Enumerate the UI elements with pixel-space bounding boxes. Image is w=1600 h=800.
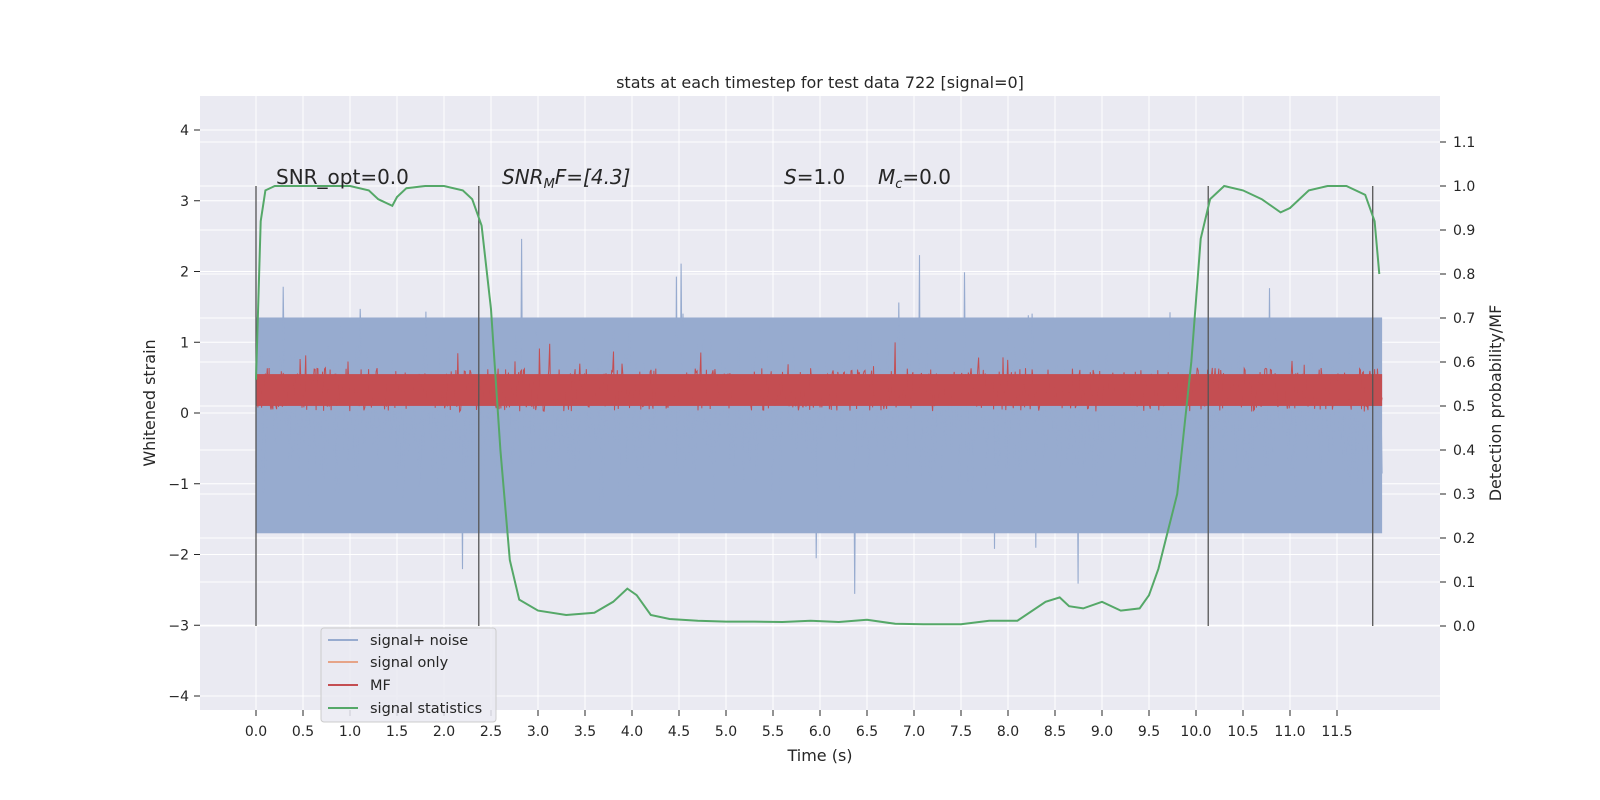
x-tick-label: 7.0 <box>903 724 925 740</box>
y2-axis: 1.1 1.0 0.9 0.8 0.7 0.6 0.5 0.4 0.3 0.2 0.1 0.0 <box>1440 135 1475 635</box>
legend-label-mf: MF <box>370 678 391 694</box>
y2-tick-label: 0.5 <box>1453 399 1475 415</box>
y2-tick-label: 0.9 <box>1453 223 1475 239</box>
y-tick-label: −3 <box>168 618 189 634</box>
x-tick-label: 11.5 <box>1321 724 1352 740</box>
x-tick-label: 8.0 <box>997 724 1019 740</box>
y2-tick-label: 0.4 <box>1453 443 1475 459</box>
y-tick-label: −1 <box>168 477 189 493</box>
x-tick-label: 3.5 <box>574 724 596 740</box>
y-tick-label: 4 <box>180 123 189 139</box>
x-tick-label: 5.0 <box>715 724 737 740</box>
y2-tick-label: 0.3 <box>1453 487 1475 503</box>
x-tick-label: 2.5 <box>480 724 502 740</box>
y2-axis-label: Detection probability/MF <box>1486 305 1505 502</box>
x-tick-label: 3.0 <box>527 724 549 740</box>
x-tick-label: 9.5 <box>1138 724 1160 740</box>
x-tick-label: 2.0 <box>433 724 455 740</box>
y-axis-label: Whitened strain <box>140 339 159 466</box>
y2-tick-label: 0.8 <box>1453 267 1475 283</box>
legend-label-signal-only: signal only <box>370 655 449 671</box>
y-axis: 4 3 2 1 0 −1 −2 −3 −4 <box>168 123 200 705</box>
y-tick-label: 2 <box>180 265 189 281</box>
x-tick-label: 0.0 <box>245 724 267 740</box>
x-tick-label: 10.0 <box>1180 724 1211 740</box>
chart-title: stats at each timestep for test data 722… <box>616 73 1024 92</box>
y-tick-label: 3 <box>180 194 189 210</box>
annotation-snr-mf: SNRMF=[4.3] <box>502 165 630 192</box>
x-tick-label: 9.0 <box>1091 724 1113 740</box>
x-tick-label: 6.0 <box>809 724 831 740</box>
y-tick-label: −2 <box>168 548 189 564</box>
x-tick-label: 7.5 <box>950 724 972 740</box>
y2-tick-label: 0.2 <box>1453 531 1475 547</box>
legend-label-signal-noise: signal+ noise <box>370 633 468 649</box>
x-tick-label: 11.0 <box>1274 724 1305 740</box>
annotation-mc: Mc=0.0 <box>878 165 951 192</box>
x-axis-label: Time (s) <box>786 746 852 765</box>
y-tick-label: 1 <box>180 335 189 351</box>
x-axis: 0.0 0.5 1.0 1.5 2.0 2.5 3.0 3.5 4.0 4.5 5.0 5.5 6.0 6… <box>245 710 1353 740</box>
y2-tick-label: 1.0 <box>1453 179 1475 195</box>
y-tick-label: 0 <box>180 406 189 422</box>
x-tick-label: 8.5 <box>1044 724 1066 740</box>
y2-tick-label: 0.6 <box>1453 355 1475 371</box>
x-tick-label: 10.5 <box>1227 724 1258 740</box>
y2-tick-label: 0.1 <box>1453 575 1475 591</box>
vertical-markers <box>255 186 1374 626</box>
legend-box <box>320 627 497 723</box>
x-tick-label: 1.5 <box>386 724 408 740</box>
mf-trace <box>255 342 1383 414</box>
y2-tick-label: 1.1 <box>1453 135 1475 151</box>
x-tick-label: 0.5 <box>292 724 314 740</box>
x-tick-label: 4.5 <box>668 724 690 740</box>
series-mf <box>255 342 1383 414</box>
x-tick-label: 5.5 <box>762 724 784 740</box>
x-tick-label: 1.0 <box>339 724 361 740</box>
series-signal-noise <box>255 238 1383 594</box>
y2-tick-label: 0.7 <box>1453 311 1475 327</box>
x-tick-label: 6.5 <box>856 724 878 740</box>
series-signal-statistics <box>255 184 1381 626</box>
legend: signal+ noise signal only MF signal stat… <box>320 627 497 723</box>
annotation-snr-opt: SNR_opt=0.0 <box>276 165 409 189</box>
annotation-s: S=1.0 <box>784 165 845 189</box>
x-tick-label: 4.0 <box>621 724 643 740</box>
y-tick-label: −4 <box>168 689 189 705</box>
y2-tick-label: 0.0 <box>1453 619 1475 635</box>
legend-label-signal-statistics: signal statistics <box>370 701 482 717</box>
